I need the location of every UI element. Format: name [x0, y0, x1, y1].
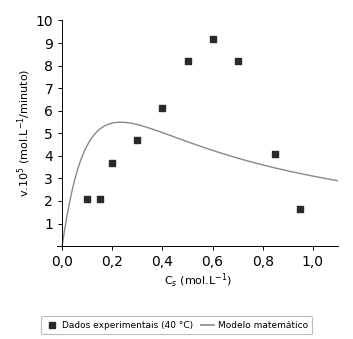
Point [273, 151, 278, 156]
Point [235, 58, 240, 64]
Point [160, 106, 165, 111]
Point [84, 196, 90, 201]
X-axis label: C$_s$ (mol.L$^{-1}$): C$_s$ (mol.L$^{-1}$) [164, 272, 232, 290]
Legend: Dados experimentais (40 °C), Modelo matemático: Dados experimentais (40 °C), Modelo mate… [41, 317, 312, 335]
Point [210, 36, 215, 41]
Point [134, 137, 140, 143]
Point [109, 160, 115, 165]
Y-axis label: v.10$^5$ (mol.L$^{-1}$/minuto): v.10$^5$ (mol.L$^{-1}$/minuto) [15, 69, 33, 197]
Point [298, 206, 303, 212]
Point [185, 58, 190, 64]
Point [97, 196, 103, 201]
